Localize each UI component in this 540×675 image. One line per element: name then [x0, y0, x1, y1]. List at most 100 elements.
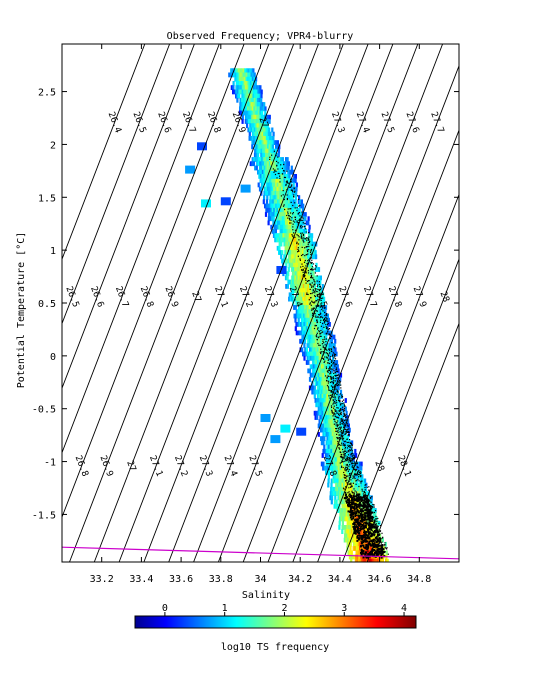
- observation-dot: [350, 518, 353, 521]
- heatmap-cell: [329, 491, 332, 496]
- heatmap-cell: [333, 503, 336, 509]
- heatmap-cell: [360, 529, 363, 534]
- heatmap-cell: [272, 152, 276, 158]
- observation-dot: [342, 448, 344, 451]
- heatmap-cell: [265, 144, 268, 150]
- heatmap-cell: [237, 76, 240, 82]
- heatmap-cell: [232, 81, 235, 86]
- heatmap-cell: [309, 326, 312, 332]
- heatmap-cell: [352, 546, 355, 551]
- observation-dot: [325, 375, 327, 377]
- observation-dot: [363, 496, 366, 499]
- heatmap-cell: [332, 432, 335, 437]
- heatmap-cell: [333, 486, 336, 492]
- heatmap-cell: [304, 212, 307, 217]
- observation-dot: [297, 247, 299, 249]
- observation-dot: [289, 186, 291, 188]
- heatmap-cell: [261, 178, 264, 184]
- observation-dot: [366, 486, 368, 488]
- observation-dot: [346, 482, 348, 484]
- observation-dot: [349, 442, 351, 444]
- observation-dot: [330, 356, 332, 358]
- heatmap-cell: [303, 250, 306, 255]
- heatmap-cell: [341, 465, 344, 471]
- observation-dot: [337, 407, 339, 409]
- heatmap-cell: [291, 199, 294, 205]
- heatmap-cell: [351, 482, 354, 488]
- observation-dot: [337, 417, 340, 419]
- heatmap-cell: [313, 284, 316, 289]
- observation-dot: [310, 284, 312, 286]
- heatmap-cell: [289, 245, 292, 251]
- observation-dot: [376, 534, 379, 537]
- heatmap-cell: [324, 398, 327, 403]
- observation-dot: [331, 342, 333, 344]
- observation-dot: [325, 318, 328, 320]
- heatmap-cell: [324, 309, 327, 315]
- heatmap-cell: [303, 334, 306, 340]
- heatmap-cell: [235, 93, 238, 99]
- heatmap-cell: [314, 364, 317, 370]
- heatmap-cell: [256, 114, 259, 120]
- observation-dot: [339, 380, 341, 382]
- heatmap-cell: [350, 550, 353, 556]
- heatmap-cell: [238, 68, 241, 74]
- heatmap-cell: [311, 389, 314, 395]
- heatmap-cell: [313, 330, 316, 336]
- observation-dot: [374, 531, 377, 534]
- heatmap-cell: [324, 406, 327, 412]
- observation-dot: [358, 480, 360, 482]
- heatmap-cell: [328, 448, 331, 454]
- heatmap-cell: [253, 136, 256, 141]
- heatmap-cell: [316, 385, 320, 391]
- heatmap-cell: [316, 343, 319, 348]
- chart-title: Observed Frequency; VPR4-blurry: [167, 31, 354, 42]
- heatmap-cell: [303, 296, 307, 302]
- heatmap-cell: [312, 372, 316, 378]
- observation-dot: [343, 452, 345, 454]
- observation-dot: [358, 472, 360, 474]
- observation-dot: [358, 537, 361, 540]
- heatmap-cell: [248, 106, 251, 112]
- heatmap-cell: [291, 254, 294, 260]
- heatmap-cell: [254, 114, 257, 120]
- heatmap-cell: [351, 525, 354, 530]
- heatmap-cell: [296, 237, 299, 243]
- heatmap-cell: [291, 296, 294, 302]
- observation-dot: [302, 253, 304, 256]
- heatmap-cell: [324, 372, 327, 378]
- heatmap-cell: [366, 550, 369, 556]
- observation-dot: [290, 208, 292, 210]
- observation-dot: [337, 420, 339, 422]
- observation-dot: [363, 545, 365, 548]
- heatmap-cell: [314, 372, 317, 378]
- heatmap-cell: [313, 393, 316, 399]
- heatmap-cell: [287, 229, 290, 234]
- observation-dot: [316, 275, 318, 277]
- heatmap-cell: [324, 453, 327, 458]
- heatmap-cell: [308, 300, 311, 306]
- observation-dot: [368, 486, 370, 488]
- heatmap-cell: [287, 161, 290, 167]
- observation-dot: [294, 207, 296, 209]
- heatmap-cell: [315, 262, 318, 268]
- observation-dot: [341, 435, 344, 437]
- heatmap-cell: [284, 212, 287, 217]
- heatmap-cell: [307, 368, 310, 374]
- observation-dot: [320, 348, 322, 350]
- heatmap-cell: [266, 169, 269, 175]
- heatmap-cell: [259, 136, 262, 141]
- observation-dot: [339, 422, 341, 424]
- heatmap-cell: [324, 415, 327, 420]
- heatmap-cell: [310, 271, 314, 277]
- observation-dot: [288, 186, 291, 188]
- heatmap-cell: [334, 402, 337, 408]
- heatmap-cell: [308, 275, 311, 281]
- heatmap-cell: [266, 123, 269, 129]
- observation-dot: [328, 348, 330, 350]
- heatmap-cell: [287, 203, 290, 209]
- isopycnal-line: [93, 44, 295, 562]
- observation-dot: [305, 268, 307, 270]
- observation-dot: [323, 326, 325, 328]
- heatmap-cell: [235, 85, 238, 90]
